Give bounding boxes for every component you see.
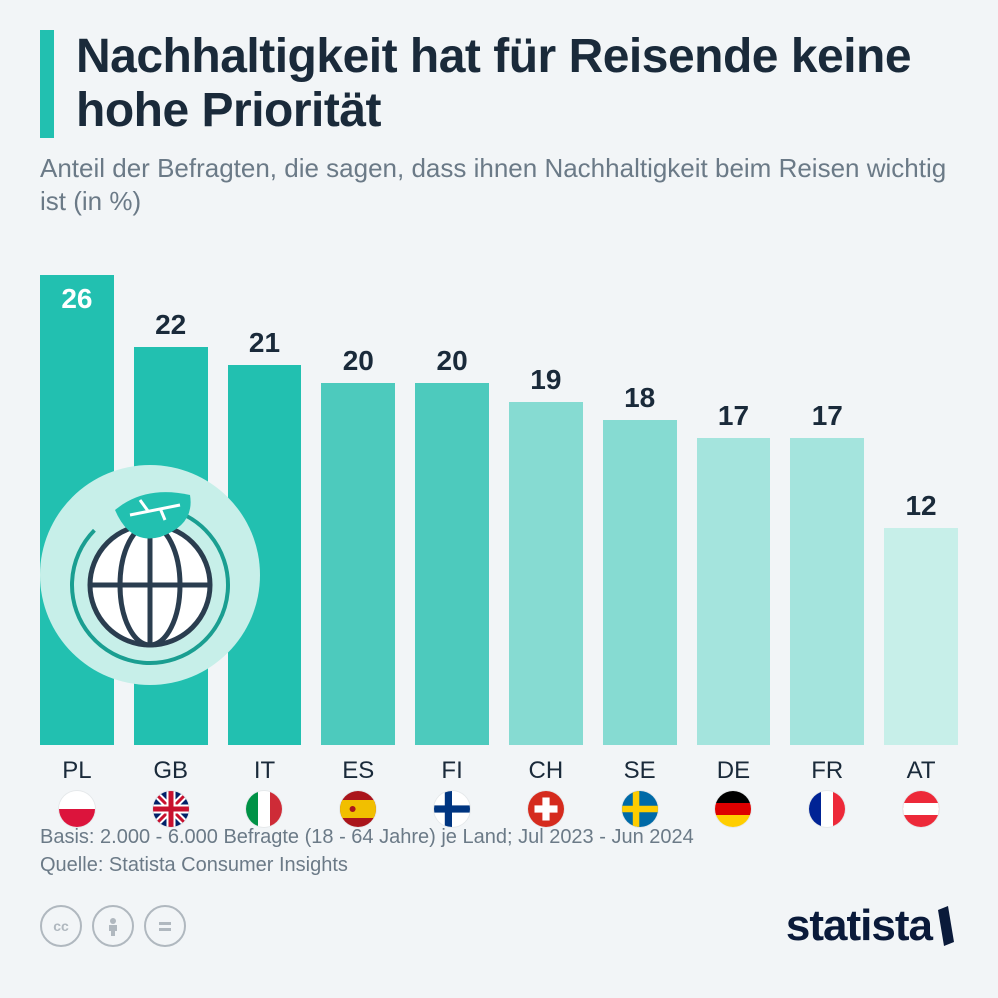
by-icon (92, 905, 134, 947)
header: Nachhaltigkeit hat für Reisende keine ho… (40, 30, 958, 138)
bar-value: 20 (437, 345, 468, 377)
bar-value: 18 (624, 382, 655, 414)
bar-column: 20 (321, 345, 395, 745)
bar (415, 383, 489, 745)
bar-value: 19 (530, 364, 561, 396)
bar-value: 12 (905, 490, 936, 522)
axis-label: FR (790, 757, 864, 827)
flag-icon (434, 791, 470, 827)
footer: cc statista (40, 901, 958, 951)
bar-column: 17 (697, 400, 771, 745)
chart-title: Nachhaltigkeit hat für Reisende keine ho… (76, 30, 958, 138)
accent-bar (40, 30, 54, 138)
eco-globe-icon (30, 455, 270, 695)
bar-value: 17 (812, 400, 843, 432)
country-code: GB (153, 757, 188, 785)
bar-column: 12 (884, 490, 958, 745)
flag-icon (903, 791, 939, 827)
logo-text: statista (786, 901, 932, 951)
flag-icon (153, 791, 189, 827)
statista-logo: statista (786, 901, 958, 951)
footnote-source: Quelle: Statista Consumer Insights (40, 851, 958, 879)
bar-value: 21 (249, 327, 280, 359)
bar-value: 17 (718, 400, 749, 432)
flag-icon (715, 791, 751, 827)
nd-icon (144, 905, 186, 947)
flag-icon (340, 791, 376, 827)
country-code: IT (254, 757, 275, 785)
bar-value: 20 (343, 345, 374, 377)
footnotes: Basis: 2.000 - 6.000 Befragte (18 - 64 J… (40, 823, 958, 879)
axis-label: GB (134, 757, 208, 827)
axis-label: DE (697, 757, 771, 827)
bar (884, 528, 958, 745)
bar (790, 438, 864, 745)
bar-column: 18 (603, 382, 677, 745)
country-code: CH (529, 757, 564, 785)
axis-label: CH (509, 757, 583, 827)
chart-subtitle: Anteil der Befragten, die sagen, dass ih… (40, 152, 958, 220)
bar (509, 402, 583, 745)
axis-label: PL (40, 757, 114, 827)
country-code: FR (811, 757, 843, 785)
country-code: SE (624, 757, 656, 785)
bar-value: 26 (40, 283, 114, 315)
axis-label: SE (603, 757, 677, 827)
axis-label: AT (884, 757, 958, 827)
bar-column: 17 (790, 400, 864, 745)
svg-text:cc: cc (53, 918, 69, 934)
axis-label: ES (321, 757, 395, 827)
bar-column: 20 (415, 345, 489, 745)
cc-icon: cc (40, 905, 82, 947)
axis-label: FI (415, 757, 489, 827)
flag-icon (246, 791, 282, 827)
country-code: DE (717, 757, 750, 785)
axis-label: IT (228, 757, 302, 827)
footnote-basis: Basis: 2.000 - 6.000 Befragte (18 - 64 J… (40, 823, 958, 851)
bar-chart: 26 22 21 20 20 19 18 17 17 12 PL GB IT ES FI CH SE DE FR A… (40, 245, 958, 805)
bar (603, 420, 677, 745)
flag-icon (809, 791, 845, 827)
flag-icon (59, 791, 95, 827)
bar-column: 19 (509, 364, 583, 745)
flag-icon (622, 791, 658, 827)
country-code: FI (441, 757, 462, 785)
flag-icon (528, 791, 564, 827)
bar (321, 383, 395, 745)
bar (697, 438, 771, 745)
cc-license-icons: cc (40, 905, 186, 947)
country-code: PL (62, 757, 91, 785)
bar-value: 22 (155, 309, 186, 341)
country-code: AT (907, 757, 936, 785)
country-code: ES (342, 757, 374, 785)
